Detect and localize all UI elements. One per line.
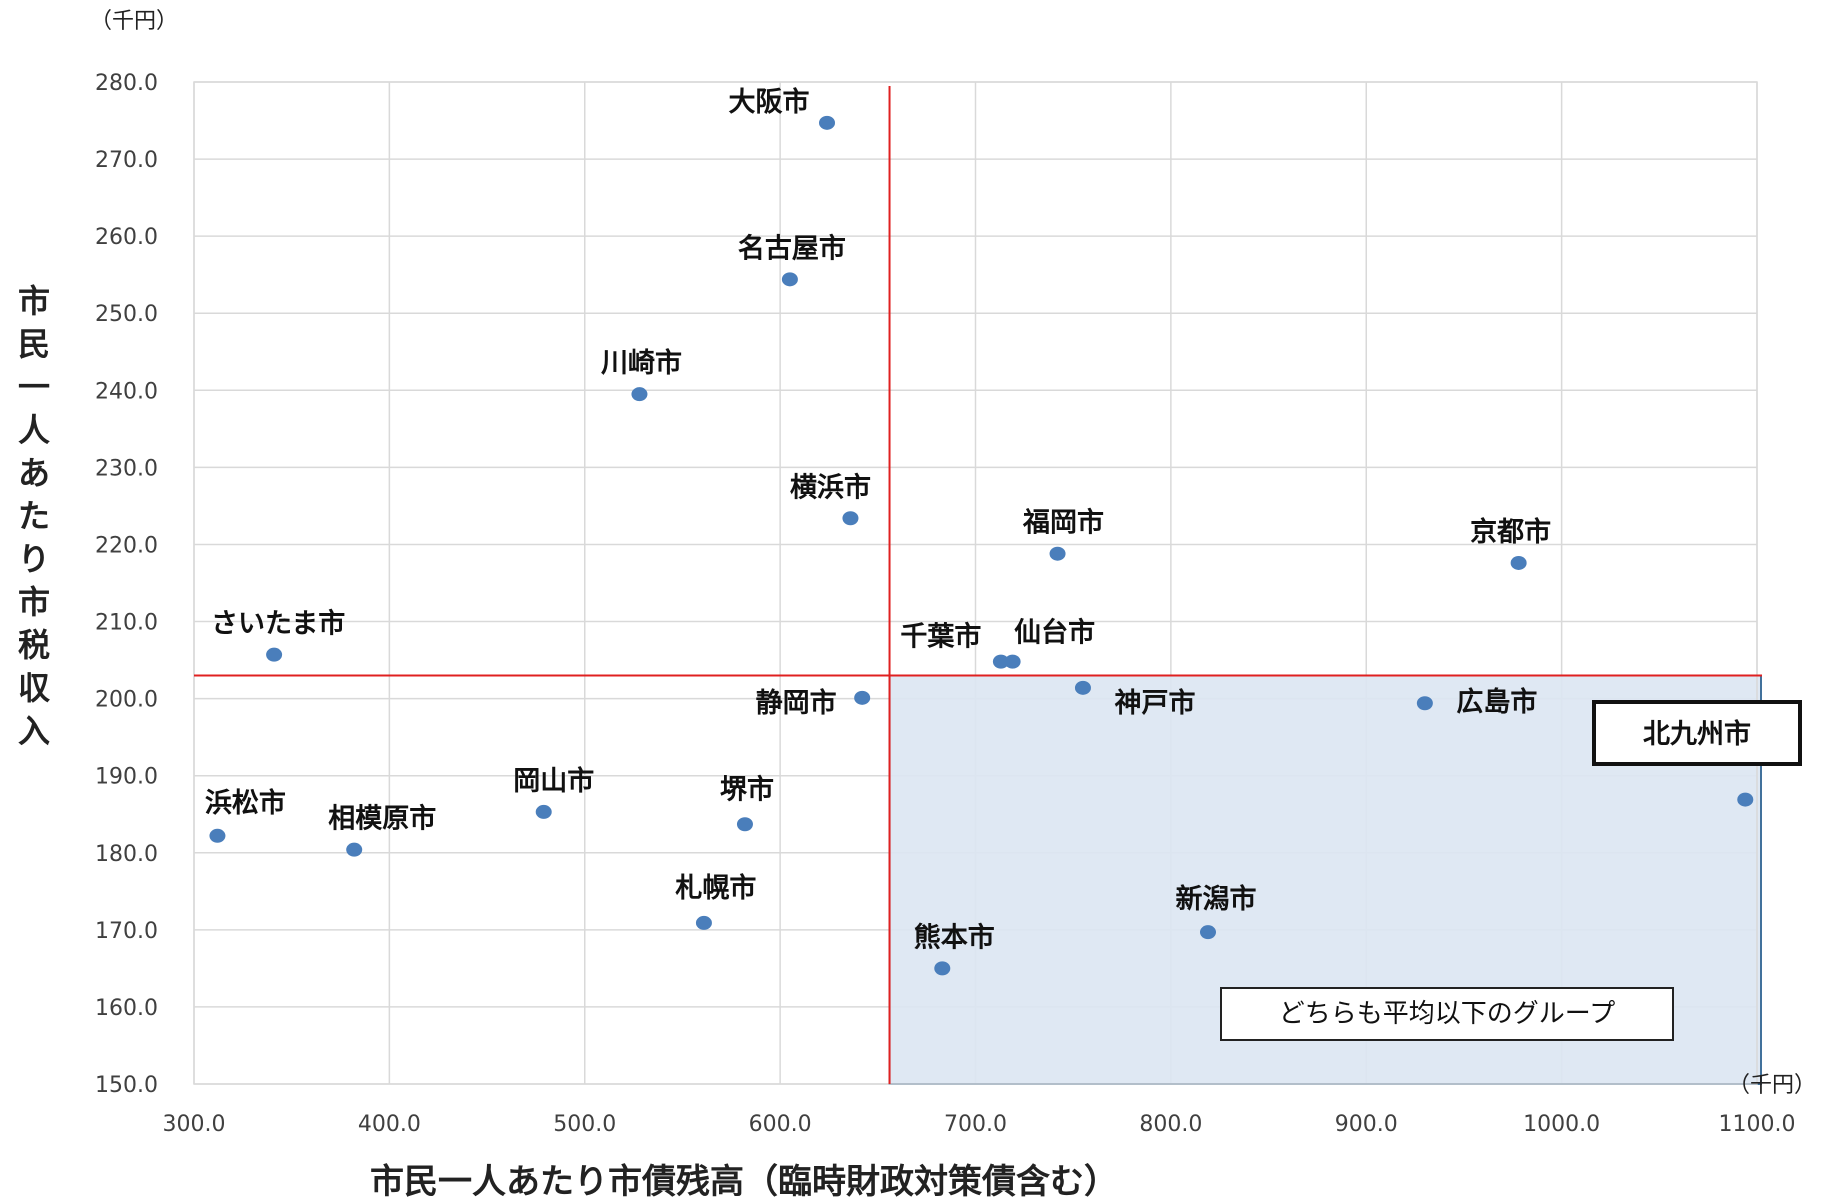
city-label: 岡山市 — [513, 765, 594, 797]
data-point — [535, 804, 552, 819]
city-label: 千葉市 — [900, 621, 981, 653]
y-tick-label: 170.0 — [95, 919, 158, 944]
plot-area-border — [193, 81, 1758, 1085]
average-lines — [194, 86, 1762, 1084]
data-point — [1416, 696, 1433, 711]
city-label: 新潟市 — [1175, 883, 1256, 915]
city-label: 名古屋市 — [738, 232, 846, 264]
x-tick-label: 300.0 — [163, 1112, 226, 1137]
city-label: 浜松市 — [205, 787, 286, 819]
y-tick-label: 150.0 — [95, 1073, 158, 1098]
city-label: 京都市 — [1470, 516, 1551, 548]
y-tick-label: 160.0 — [95, 996, 158, 1021]
city-label: 広島市 — [1456, 686, 1537, 718]
city-label: 静岡市 — [756, 687, 837, 719]
city-label: 福岡市 — [1022, 507, 1104, 539]
city-label: 横浜市 — [790, 471, 871, 503]
data-points — [209, 115, 1754, 976]
city-label: 札幌市 — [675, 872, 756, 904]
y-axis-title-char: り — [18, 540, 50, 578]
y-axis-title-char: た — [18, 497, 50, 535]
x-tick-label: 400.0 — [358, 1112, 421, 1137]
city-label: 神戸市 — [1114, 687, 1195, 719]
data-point — [781, 272, 798, 287]
city-label: 仙台市 — [1014, 617, 1095, 649]
city-label: 熊本市 — [914, 921, 995, 953]
data-point — [992, 654, 1009, 669]
y-tick-label: 280.0 — [95, 71, 158, 96]
city-label: さいたま市 — [211, 608, 345, 640]
x-tick-label: 700.0 — [944, 1112, 1007, 1137]
x-axis-title: 市民一人あたり市債残高（臨時財政対策債含む） — [370, 1162, 1118, 1202]
city-label: 大阪市 — [729, 86, 810, 118]
data-point — [695, 915, 712, 930]
x-tick-label: 800.0 — [1139, 1112, 1202, 1137]
y-tick-label: 200.0 — [95, 688, 158, 713]
data-point — [266, 647, 283, 662]
y-axis-title-char: あ — [18, 454, 50, 492]
emphasized-city-label: 北九州市 — [1643, 718, 1751, 750]
x-tick-label: 1100.0 — [1719, 1112, 1796, 1137]
city-label: 川崎市 — [601, 347, 682, 379]
city-label: 堺市 — [720, 773, 774, 805]
emphasized-city-box — [1592, 700, 1802, 766]
data-point — [736, 817, 753, 832]
data-point — [209, 828, 226, 843]
city-label: 相模原市 — [328, 803, 436, 835]
y-axis-title-char: 収 — [18, 669, 50, 707]
y-tick-label: 260.0 — [95, 225, 158, 250]
y-tick-label: 180.0 — [95, 842, 158, 867]
x-tick-label: 500.0 — [553, 1112, 616, 1137]
data-point — [631, 387, 648, 402]
x-tick-label: 600.0 — [749, 1112, 812, 1137]
y-axis-title-char: 一 — [18, 368, 50, 406]
y-axis-title-char: 税 — [18, 626, 50, 664]
y-axis-title-char: 市 — [18, 583, 50, 621]
y-tick-label: 190.0 — [95, 765, 158, 790]
data-point — [842, 511, 859, 526]
y-tick-label: 250.0 — [95, 302, 158, 327]
data-point — [346, 842, 363, 857]
x-tick-label: 900.0 — [1335, 1112, 1398, 1137]
region-note-label: どちらも平均以下のグループ — [1279, 999, 1615, 1029]
x-axis-unit: （千円） — [1728, 1073, 1816, 1098]
region-note-box — [1220, 987, 1674, 1041]
data-point — [1049, 546, 1066, 561]
data-point — [934, 961, 951, 976]
y-tick-label: 270.0 — [95, 148, 158, 173]
y-tick-labels: 150.0 160.0 170.0 180.0 190.0 200.0 210.0 220.0… — [95, 71, 158, 1098]
data-point — [1199, 925, 1216, 940]
y-axis-title-char: 入 — [18, 712, 50, 750]
y-tick-label: 240.0 — [95, 379, 158, 404]
data-point — [819, 115, 836, 130]
y-axis-title-char: 市 — [18, 282, 50, 320]
data-point — [1510, 555, 1527, 570]
data-point — [1737, 792, 1754, 807]
y-axis-unit: （千円） — [90, 9, 178, 34]
x-tick-labels: 300.0 400.0 500.0 600.0 700.0 800.0 900.0 1000.… — [163, 1112, 1796, 1137]
y-tick-label: 210.0 — [95, 611, 158, 636]
y-axis-title-char: 人 — [18, 411, 50, 449]
y-axis-title-char: 民 — [18, 325, 50, 363]
data-point — [1004, 654, 1021, 669]
y-tick-label: 220.0 — [95, 533, 158, 558]
data-point — [854, 690, 871, 705]
data-point — [1074, 680, 1091, 695]
y-tick-label: 230.0 — [95, 456, 158, 481]
x-tick-label: 1000.0 — [1523, 1112, 1600, 1137]
